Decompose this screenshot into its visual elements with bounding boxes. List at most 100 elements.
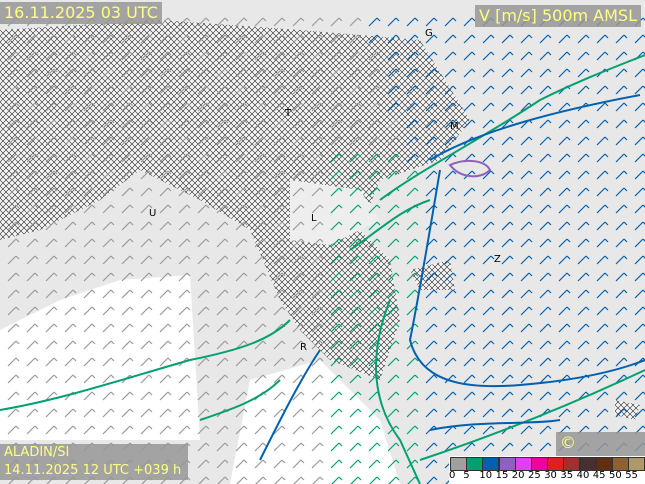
wind-barb <box>140 289 153 299</box>
wind-barb <box>64 425 77 435</box>
wind-barb <box>615 68 628 78</box>
wind-barb <box>368 51 381 61</box>
wind-barb <box>64 289 77 299</box>
wind-barb <box>349 102 362 112</box>
wind-barb <box>235 17 248 27</box>
wind-barb <box>368 119 381 129</box>
wind-barb <box>482 170 495 180</box>
wind-barb <box>387 442 400 452</box>
wind-barb <box>406 136 419 146</box>
wind-barb <box>558 153 571 163</box>
wind-barb <box>273 357 286 367</box>
wind-barb <box>197 102 210 112</box>
wind-barb <box>577 85 590 95</box>
wind-barb <box>596 255 609 265</box>
wind-barb <box>121 51 134 61</box>
wind-barb <box>558 187 571 197</box>
wind-barb <box>349 289 362 299</box>
wind-barb <box>178 238 191 248</box>
legend-swatch <box>466 457 484 471</box>
wind-barb <box>330 289 343 299</box>
wind-barb <box>330 68 343 78</box>
wind-barb <box>83 306 96 316</box>
wind-barb <box>501 85 514 95</box>
wind-barb <box>482 255 495 265</box>
wind-barb <box>45 272 58 282</box>
city-label: G <box>425 28 433 39</box>
wind-barb <box>121 289 134 299</box>
wind-barb <box>330 408 343 418</box>
wind-barb <box>444 306 457 316</box>
wind-barb <box>539 102 552 112</box>
wind-barb <box>254 306 267 316</box>
wind-barb <box>596 136 609 146</box>
wind-barb <box>387 408 400 418</box>
wind-barb <box>102 119 115 129</box>
wind-barb <box>216 34 229 44</box>
legend-swatch <box>514 457 532 471</box>
wind-barb <box>140 340 153 350</box>
wind-barb <box>254 119 267 129</box>
wind-barb <box>83 289 96 299</box>
wind-barb <box>311 119 324 129</box>
wind-barb <box>520 255 533 265</box>
wind-barb <box>235 374 248 384</box>
contour-10ms <box>429 94 641 161</box>
wind-barb <box>311 374 324 384</box>
wind-barb <box>406 425 419 435</box>
wind-barb <box>7 289 20 299</box>
wind-barb <box>577 289 590 299</box>
wind-barb <box>577 136 590 146</box>
wind-barb <box>520 323 533 333</box>
wind-barb <box>178 34 191 44</box>
wind-barb <box>330 221 343 231</box>
wind-barb <box>197 238 210 248</box>
wind-barb <box>7 391 20 401</box>
wind-barb <box>7 323 20 333</box>
wind-barb <box>368 289 381 299</box>
wind-barb <box>387 204 400 214</box>
wind-barb <box>406 68 419 78</box>
wind-barb <box>368 85 381 95</box>
wind-barb <box>254 136 267 146</box>
wind-barb <box>463 187 476 197</box>
wind-barb <box>159 221 172 231</box>
wind-barb <box>387 51 400 61</box>
wind-barb <box>349 425 362 435</box>
wind-barb <box>539 289 552 299</box>
wind-barb <box>368 17 381 27</box>
wind-barb <box>311 391 324 401</box>
wind-barb <box>121 357 134 367</box>
wind-barb <box>121 170 134 180</box>
wind-barb <box>349 119 362 129</box>
wind-barb <box>539 391 552 401</box>
wind-barb <box>83 391 96 401</box>
wind-barb <box>45 391 58 401</box>
legend-swatch <box>498 457 516 471</box>
wind-barb <box>292 289 305 299</box>
wind-barb <box>425 306 438 316</box>
wind-barb <box>368 221 381 231</box>
wind-barb <box>83 187 96 197</box>
wind-barb <box>482 34 495 44</box>
wind-barb <box>216 272 229 282</box>
wind-barb <box>102 238 115 248</box>
wind-barb <box>64 153 77 163</box>
wind-barb <box>558 255 571 265</box>
wind-barb <box>444 408 457 418</box>
wind-barb <box>7 187 20 197</box>
wind-barb <box>292 102 305 112</box>
wind-barb <box>64 119 77 129</box>
wind-barb <box>64 374 77 384</box>
wind-barb <box>311 221 324 231</box>
wind-barb <box>45 255 58 265</box>
wind-barb <box>463 408 476 418</box>
wind-barb <box>273 170 286 180</box>
wind-barb <box>596 51 609 61</box>
wind-barb <box>520 34 533 44</box>
wind-barb <box>539 425 552 435</box>
wind-barb <box>140 272 153 282</box>
wind-barb <box>26 68 39 78</box>
wind-barb <box>197 17 210 27</box>
wind-barb <box>520 272 533 282</box>
